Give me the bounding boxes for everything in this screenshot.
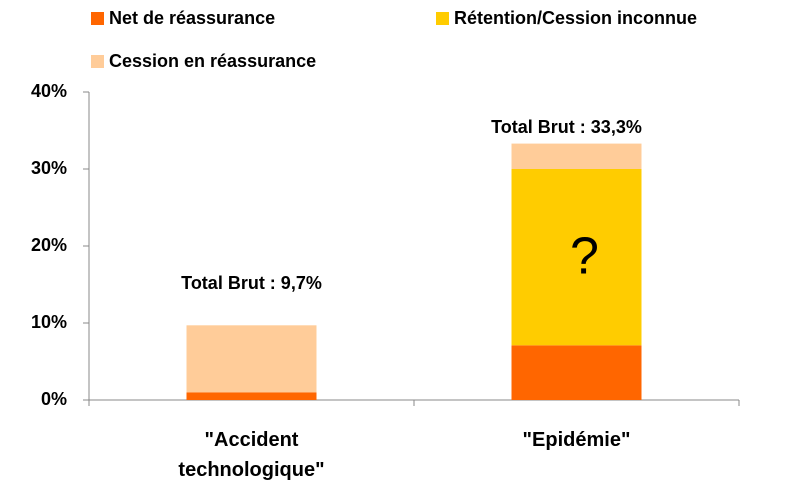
y-tick-label: 20% bbox=[31, 235, 67, 255]
legend-swatch bbox=[91, 12, 104, 25]
legend-label: Cession en réassurance bbox=[109, 51, 316, 71]
legend-swatch bbox=[91, 55, 104, 68]
bar-segment bbox=[186, 392, 317, 400]
bar-segment bbox=[511, 345, 642, 400]
bar-segment bbox=[511, 169, 642, 346]
y-tick-label: 40% bbox=[31, 81, 67, 101]
bar-segment bbox=[186, 325, 317, 393]
x-tick-label: "Accident technologique" bbox=[178, 429, 325, 481]
legend-swatch bbox=[436, 12, 449, 25]
y-tick-label: 30% bbox=[31, 158, 67, 178]
annotation: ? bbox=[570, 228, 599, 286]
y-tick-label: 10% bbox=[31, 312, 67, 332]
y-tick-label: 0% bbox=[41, 389, 67, 409]
legend-label: Net de réassurance bbox=[109, 8, 275, 28]
bar-segment bbox=[511, 143, 642, 169]
x-tick-label: "Epidémie" bbox=[522, 429, 631, 451]
annotation: Total Brut : 9,7% bbox=[181, 273, 322, 293]
legend-label: Rétention/Cession inconnue bbox=[454, 8, 697, 28]
annotation: Total Brut : 33,3% bbox=[491, 117, 642, 137]
